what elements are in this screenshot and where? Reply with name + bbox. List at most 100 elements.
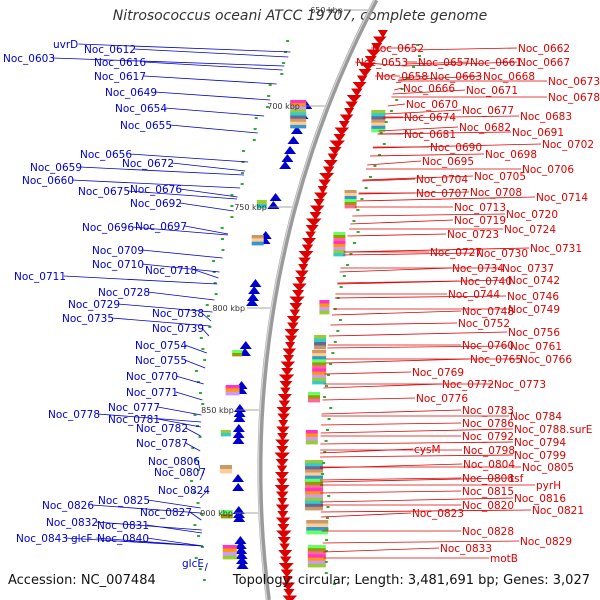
right-label-leader bbox=[320, 454, 514, 458]
gc-mark bbox=[213, 282, 217, 284]
right-label-leader bbox=[320, 428, 514, 434]
feature-block bbox=[333, 235, 346, 239]
left-gene-label: Noc_0771 bbox=[126, 387, 178, 399]
feature-block bbox=[305, 469, 324, 473]
feature-block bbox=[256, 200, 267, 205]
gc-mark bbox=[194, 370, 198, 372]
kbp-tick-label: 800 kbp bbox=[212, 304, 245, 313]
gc-mark bbox=[197, 535, 201, 537]
feature-block bbox=[305, 430, 318, 434]
left-gene-label: Noc_0709 bbox=[92, 245, 144, 257]
gc-mark bbox=[198, 568, 202, 570]
gc-mark bbox=[329, 407, 333, 409]
gc-mark bbox=[324, 550, 328, 552]
feature-block bbox=[333, 241, 346, 245]
right-gene-label: Noc_0765 bbox=[470, 354, 522, 366]
feature-block bbox=[333, 238, 346, 242]
left-label-leader bbox=[96, 537, 203, 547]
gc-mark bbox=[326, 429, 330, 431]
forward-gene-arrow bbox=[282, 348, 297, 357]
left-label-leader bbox=[143, 75, 277, 85]
right-label-leader bbox=[405, 61, 470, 65]
gc-mark bbox=[400, 88, 404, 90]
right-gene-label: Noc_0794 bbox=[514, 437, 566, 449]
forward-gene-arrow bbox=[276, 465, 288, 474]
right-gene-label: Noc_0691 bbox=[512, 127, 564, 139]
gc-mark bbox=[325, 528, 329, 530]
left-label-leader bbox=[97, 413, 202, 423]
gc-mark bbox=[221, 249, 225, 251]
gc-mark bbox=[230, 216, 234, 218]
right-gene-label: Noc_0730 bbox=[476, 248, 528, 260]
left-gene-label: Noc_0825 bbox=[98, 495, 150, 507]
feature-block bbox=[308, 395, 321, 400]
gc-mark bbox=[205, 304, 209, 306]
left-label-leader bbox=[129, 153, 249, 163]
gc-mark bbox=[206, 315, 210, 317]
reverse-gene-arrow bbox=[239, 341, 252, 349]
right-gene-label: Noc_0673 bbox=[548, 76, 600, 88]
gc-mark bbox=[194, 557, 198, 559]
left-gene-label: Noc_0612 bbox=[84, 44, 136, 56]
kbp-tick-label: 850 kbp bbox=[201, 406, 234, 415]
left-label-leader bbox=[185, 427, 201, 437]
gc-mark bbox=[323, 451, 327, 453]
gc-mark bbox=[193, 524, 197, 526]
gc-mark bbox=[199, 392, 203, 394]
gc-mark bbox=[193, 491, 197, 493]
gc-mark bbox=[201, 403, 205, 405]
right-label-leader bbox=[404, 61, 518, 67]
forward-gene-arrow bbox=[295, 277, 307, 285]
right-label-leader bbox=[352, 213, 506, 217]
reverse-gene-arrow bbox=[233, 514, 246, 522]
reverse-gene-arrow bbox=[232, 430, 245, 438]
left-label-leader bbox=[95, 521, 202, 531]
forward-gene-arrow bbox=[314, 192, 328, 201]
feature-block bbox=[290, 115, 307, 120]
forward-gene-arrow bbox=[289, 296, 305, 305]
kbp-tick-label: 900 kbp bbox=[200, 509, 233, 518]
left-gene-label: Noc_0676 bbox=[130, 184, 182, 196]
left-gene-label: Noc_0770 bbox=[126, 371, 178, 383]
left-gene-label: Noc_0807 bbox=[154, 467, 206, 479]
right-gene-label: Noc_0816 bbox=[514, 493, 566, 505]
feature-block bbox=[305, 494, 324, 498]
forward-gene-arrow bbox=[285, 342, 296, 350]
gc-mark bbox=[252, 139, 256, 141]
left-gene-label: Noc_0617 bbox=[94, 71, 146, 83]
right-gene-label: Noc_0678 bbox=[548, 92, 600, 104]
forward-gene-arrow bbox=[305, 231, 316, 240]
forward-gene-arrow bbox=[276, 530, 292, 539]
right-gene-label: pyrH bbox=[536, 480, 561, 492]
left-gene-label: Noc_0718 bbox=[145, 265, 197, 277]
feature-block bbox=[312, 353, 327, 357]
right-label-leader bbox=[330, 322, 458, 326]
feature-block bbox=[307, 545, 326, 549]
right-label-leader bbox=[323, 547, 440, 553]
right-gene-label: Noc_0705 bbox=[474, 171, 526, 183]
feature-block bbox=[305, 437, 318, 441]
right-label-leader bbox=[320, 490, 462, 494]
forward-gene-arrow bbox=[366, 49, 381, 58]
left-gene-label: Noc_0738 bbox=[152, 308, 204, 320]
gc-mark bbox=[327, 418, 331, 420]
right-label-leader bbox=[356, 196, 536, 202]
backbone-highlight bbox=[257, 0, 376, 600]
forward-gene-arrow bbox=[276, 426, 290, 435]
right-gene-label: Noc_0670 bbox=[406, 99, 458, 111]
reverse-gene-arrow bbox=[232, 510, 245, 518]
gc-mark bbox=[342, 275, 346, 277]
right-gene-label: Noc_0749 bbox=[508, 304, 560, 316]
forward-gene-arrow bbox=[338, 121, 350, 129]
left-label-leader bbox=[189, 511, 202, 521]
left-label-leader bbox=[164, 107, 265, 117]
gc-mark bbox=[199, 513, 203, 515]
left-label-leader bbox=[157, 418, 201, 428]
feature-block bbox=[312, 359, 327, 363]
feature-block bbox=[307, 554, 326, 558]
gc-mark bbox=[191, 447, 195, 449]
gc-mark bbox=[254, 117, 258, 119]
forward-gene-arrow bbox=[282, 576, 293, 584]
left-label-leader bbox=[146, 537, 203, 547]
forward-gene-arrow bbox=[281, 368, 294, 376]
